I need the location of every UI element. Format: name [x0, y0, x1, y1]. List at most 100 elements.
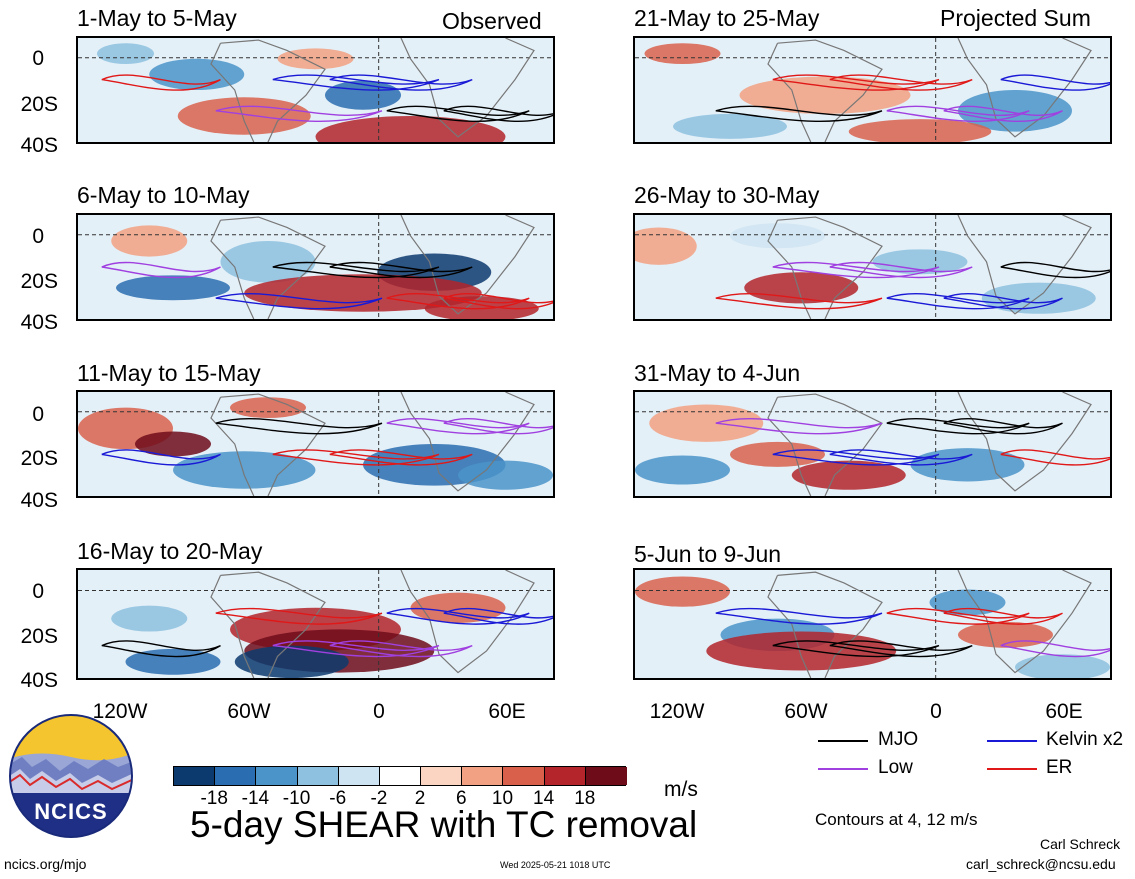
shear-anomaly-area — [635, 455, 730, 485]
wave-contour — [101, 449, 221, 466]
africa-coastline — [400, 215, 535, 315]
africa-coastline — [957, 570, 1092, 674]
shear-anomaly-area — [220, 241, 316, 283]
wave-contour — [101, 261, 221, 279]
map-field — [78, 570, 553, 678]
map-panel — [76, 36, 555, 144]
colorbar-cell — [544, 767, 586, 785]
wave-contour — [272, 449, 440, 466]
south-america-west-coastline — [210, 42, 255, 142]
lon-label: 60W — [784, 700, 828, 723]
wave-contour — [101, 640, 221, 658]
wave-contour — [215, 607, 383, 625]
wave-contour — [943, 105, 1063, 122]
wave-contour — [215, 417, 383, 435]
map-panel — [633, 390, 1112, 498]
shear-anomaly-area — [644, 43, 721, 64]
shear-anomaly-area — [111, 605, 188, 632]
shear-anomaly-area — [848, 119, 992, 142]
colorbar-cell — [421, 767, 463, 785]
colorbar-tick-label: -10 — [282, 788, 311, 809]
wave-contour — [386, 105, 530, 123]
panel-title: 26-May to 30-May — [634, 182, 820, 208]
wave-contour — [715, 292, 883, 310]
south-america-west-coastline — [767, 575, 812, 678]
lat-label: 40S — [20, 669, 58, 692]
units-label: m/s — [664, 778, 698, 801]
lat-label: 0 — [32, 403, 44, 426]
wave-contour — [1000, 640, 1110, 658]
wave-contour — [943, 607, 1063, 625]
map-panel — [633, 213, 1112, 321]
legend-label-kelvin: Kelvin x2 — [1046, 729, 1124, 750]
panel-title: 11-May to 15-May — [77, 360, 261, 386]
shear-anomaly-area — [730, 223, 825, 249]
south-america-west-coastline — [210, 396, 255, 496]
south-america-coastline — [220, 393, 326, 496]
lon-label: 60W — [227, 700, 271, 723]
shear-anomaly-area — [410, 592, 506, 623]
projected-sum-label: Projected Sum — [940, 5, 1091, 31]
logo-text: NCICS — [34, 799, 108, 824]
map-field — [635, 570, 1110, 678]
shear-anomaly-area — [277, 48, 354, 70]
author-email: carl_schreck@ncsu.edu — [966, 856, 1116, 872]
legend-swatch-low — [818, 768, 868, 770]
wave-contour — [329, 261, 473, 279]
lon-label: 60E — [1045, 700, 1083, 723]
shear-anomaly-area — [116, 275, 230, 301]
colorbar-cell — [462, 767, 504, 785]
shear-anomaly-area — [649, 404, 764, 442]
map-field — [635, 38, 1110, 142]
colorbar-cell — [174, 767, 216, 785]
colorbar-tick-label: -18 — [200, 788, 228, 809]
south-america-coastline — [220, 571, 326, 678]
wave-contour — [386, 293, 530, 310]
wave-contour — [443, 607, 553, 625]
map-panel — [633, 36, 1112, 144]
panel-title: 5-Jun to 9-Jun — [634, 541, 782, 567]
shear-anomaly-area — [111, 225, 188, 257]
colorbar-tick-label: 10 — [491, 788, 514, 809]
legend-label-er: ER — [1046, 757, 1073, 778]
wave-contour — [101, 74, 221, 91]
wave-contour — [272, 640, 440, 658]
shear-anomaly-area — [929, 589, 1006, 616]
wave-contour — [829, 640, 973, 658]
legend-label-mjo: MJO — [878, 729, 919, 750]
wave-contour — [1000, 74, 1110, 91]
timestamp: Wed 2025-05-21 1018 UTC — [500, 860, 611, 870]
lat-label: 0 — [32, 580, 44, 603]
shear-anomaly-area — [458, 460, 553, 490]
panel-title: 16-May to 20-May — [77, 538, 263, 564]
wave-contour — [829, 261, 973, 279]
wave-contour — [715, 607, 883, 625]
map-field — [635, 215, 1110, 319]
lon-label: 60E — [488, 700, 526, 723]
wave-contour — [272, 261, 440, 279]
wave-contour — [272, 74, 440, 91]
wave-contour — [329, 74, 473, 91]
shear-anomaly-area — [234, 645, 349, 678]
shear-anomaly-area — [739, 76, 911, 114]
shear-anomaly-area — [315, 116, 506, 142]
shear-anomaly-area — [1015, 654, 1110, 678]
colorbar-cell — [338, 767, 380, 785]
shear-anomaly-area — [230, 397, 306, 418]
colorbar-tick-label: -14 — [241, 788, 270, 809]
lon-label: 0 — [373, 700, 385, 723]
legend-swatch-kelvin — [987, 740, 1037, 742]
wave-contour — [215, 292, 383, 310]
africa-coastline — [400, 392, 535, 492]
author: Carl Schreck — [1040, 836, 1121, 852]
africa-coastline — [957, 38, 1092, 138]
south-america-coastline — [220, 216, 326, 319]
site-link[interactable]: ncics.org/mjo — [4, 856, 87, 872]
shear-anomaly-area — [244, 274, 482, 312]
wave-contour — [386, 418, 530, 435]
map-panel — [76, 390, 555, 498]
colorbar-cell — [256, 767, 298, 785]
wave-contour — [443, 105, 553, 122]
panel-title: 21-May to 25-May — [634, 5, 820, 31]
wave-contour — [715, 105, 883, 122]
